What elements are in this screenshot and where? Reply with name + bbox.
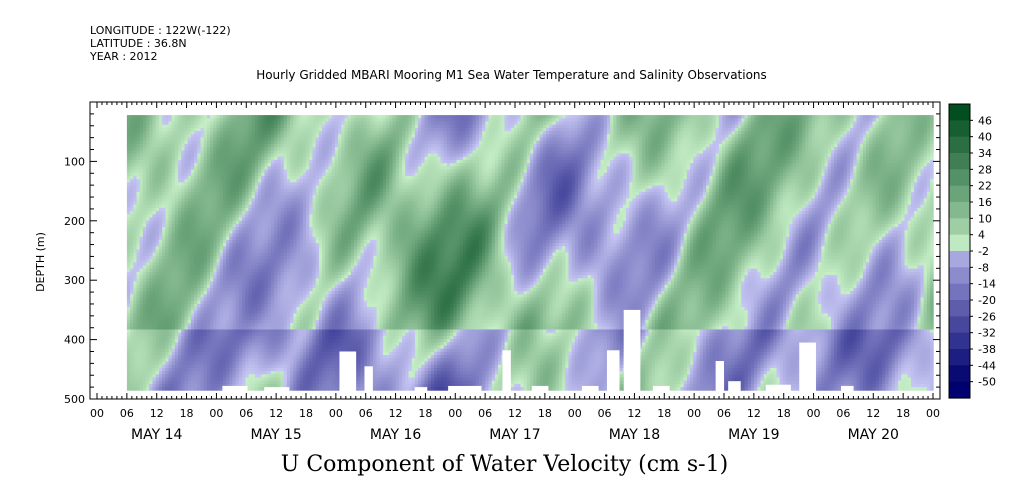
x-hour-tick-label: 18 xyxy=(777,407,791,420)
longitude-label: LONGITUDE : 122W(-122) xyxy=(90,24,231,37)
colorbar-band xyxy=(949,365,970,383)
chart-title: Hourly Gridded MBARI Mooring M1 Sea Wate… xyxy=(0,68,1009,82)
colorbar-label: -44 xyxy=(978,359,996,372)
colorbar-band xyxy=(949,153,970,170)
colorbar-label: -8 xyxy=(978,261,989,274)
colorbar-band xyxy=(949,185,970,203)
colorbar-band xyxy=(949,381,970,399)
colorbar-label: 28 xyxy=(978,163,992,176)
x-hour-tick-label: 00 xyxy=(926,407,940,420)
x-day-label: MAY 17 xyxy=(489,427,540,443)
colorbar-band xyxy=(949,234,970,252)
x-hour-tick-label: 06 xyxy=(239,407,253,420)
colorbar-band xyxy=(949,267,970,285)
colorbar-band xyxy=(949,218,970,236)
x-hour-tick-label: 18 xyxy=(418,407,432,420)
axes: 00 06 12 18 00 06 12 18 00 06 12 18 00 06 12 18 00 06 12 18… xyxy=(64,102,940,443)
variable-title: U Component of Water Velocity (cm s-1) xyxy=(0,452,1009,477)
colorbar-band xyxy=(949,120,970,138)
x-hour-tick-label: 12 xyxy=(627,407,641,420)
x-hour-tick-label: 18 xyxy=(299,407,313,420)
colorbar-label: -2 xyxy=(978,245,989,258)
x-day-label: MAY 16 xyxy=(370,427,421,443)
x-hour-tick-label: 00 xyxy=(209,407,223,420)
colorbar-label: -14 xyxy=(978,278,996,291)
x-hour-tick-label: 00 xyxy=(807,407,821,420)
colorbar-band xyxy=(949,251,970,268)
colorbar-band xyxy=(949,349,970,366)
colorbar: 46 40 34 28 22 16 10 4 -2 -8 -14 -20 -26 -32 -38 -44 -50 xyxy=(948,103,996,399)
colorbar-label: -38 xyxy=(978,343,996,356)
colorbar-band xyxy=(949,300,970,317)
x-hour-tick-label: 06 xyxy=(836,407,850,420)
x-day-label: MAY 19 xyxy=(728,427,779,443)
colorbar-band xyxy=(949,136,970,154)
colorbar-band xyxy=(949,283,970,301)
y-tick-label: 300 xyxy=(64,274,85,287)
colorbar-band xyxy=(949,169,970,187)
colorbar-label: 4 xyxy=(978,229,985,242)
latitude-label: LATITUDE : 36.8N xyxy=(90,37,187,50)
y-axis-label: DEPTH (m) xyxy=(34,222,48,302)
x-day-label: MAY 20 xyxy=(848,427,899,443)
x-hour-tick-label: 06 xyxy=(598,407,612,420)
y-tick-label: 200 xyxy=(64,215,85,228)
x-hour-tick-label: 06 xyxy=(359,407,373,420)
x-hour-tick-label: 12 xyxy=(508,407,522,420)
x-hour-tick-label: 18 xyxy=(180,407,194,420)
y-tick-label: 500 xyxy=(64,393,85,406)
x-hour-tick-label: 00 xyxy=(329,407,343,420)
x-hour-tick-label: 00 xyxy=(568,407,582,420)
colorbar-label: -26 xyxy=(978,310,996,323)
x-hour-tick-label: 06 xyxy=(717,407,731,420)
colorbar-band xyxy=(949,332,970,350)
colorbar-label: 10 xyxy=(978,212,992,225)
nodata-regions xyxy=(222,309,854,392)
x-hour-tick-label: 12 xyxy=(269,407,283,420)
x-hour-tick-label: 06 xyxy=(478,407,492,420)
colorbar-band xyxy=(949,316,970,334)
x-hour-tick-label: 12 xyxy=(389,407,403,420)
colorbar-label: -32 xyxy=(978,327,996,340)
y-tick-label: 400 xyxy=(64,334,85,347)
x-hour-tick-label: 00 xyxy=(687,407,701,420)
x-hour-tick-label: 12 xyxy=(747,407,761,420)
x-hour-tick-label: 18 xyxy=(657,407,671,420)
colorbar-label: -50 xyxy=(978,376,996,389)
x-hour-tick-label: 18 xyxy=(896,407,910,420)
colorbar-label: 16 xyxy=(978,196,992,209)
x-day-label: MAY 14 xyxy=(131,427,182,443)
year-label: YEAR : 2012 xyxy=(90,50,158,63)
x-hour-tick-label: 06 xyxy=(120,407,134,420)
colorbar-label: -20 xyxy=(978,294,996,307)
x-hour-tick-label: 18 xyxy=(538,407,552,420)
colorbar-band xyxy=(949,104,970,121)
colorbar-label: 40 xyxy=(978,131,992,144)
colorbar-label: 46 xyxy=(978,114,992,127)
x-day-label: MAY 18 xyxy=(609,427,660,443)
x-hour-tick-label: 00 xyxy=(90,407,104,420)
x-day-label: MAY 15 xyxy=(250,427,301,443)
x-hour-tick-label: 12 xyxy=(866,407,880,420)
x-hour-tick-label: 12 xyxy=(150,407,164,420)
colorbar-band xyxy=(949,202,970,219)
x-hour-tick-label: 00 xyxy=(448,407,462,420)
colorbar-label: 34 xyxy=(978,147,992,160)
y-tick-label: 100 xyxy=(64,155,85,168)
colorbar-label: 22 xyxy=(978,180,992,193)
